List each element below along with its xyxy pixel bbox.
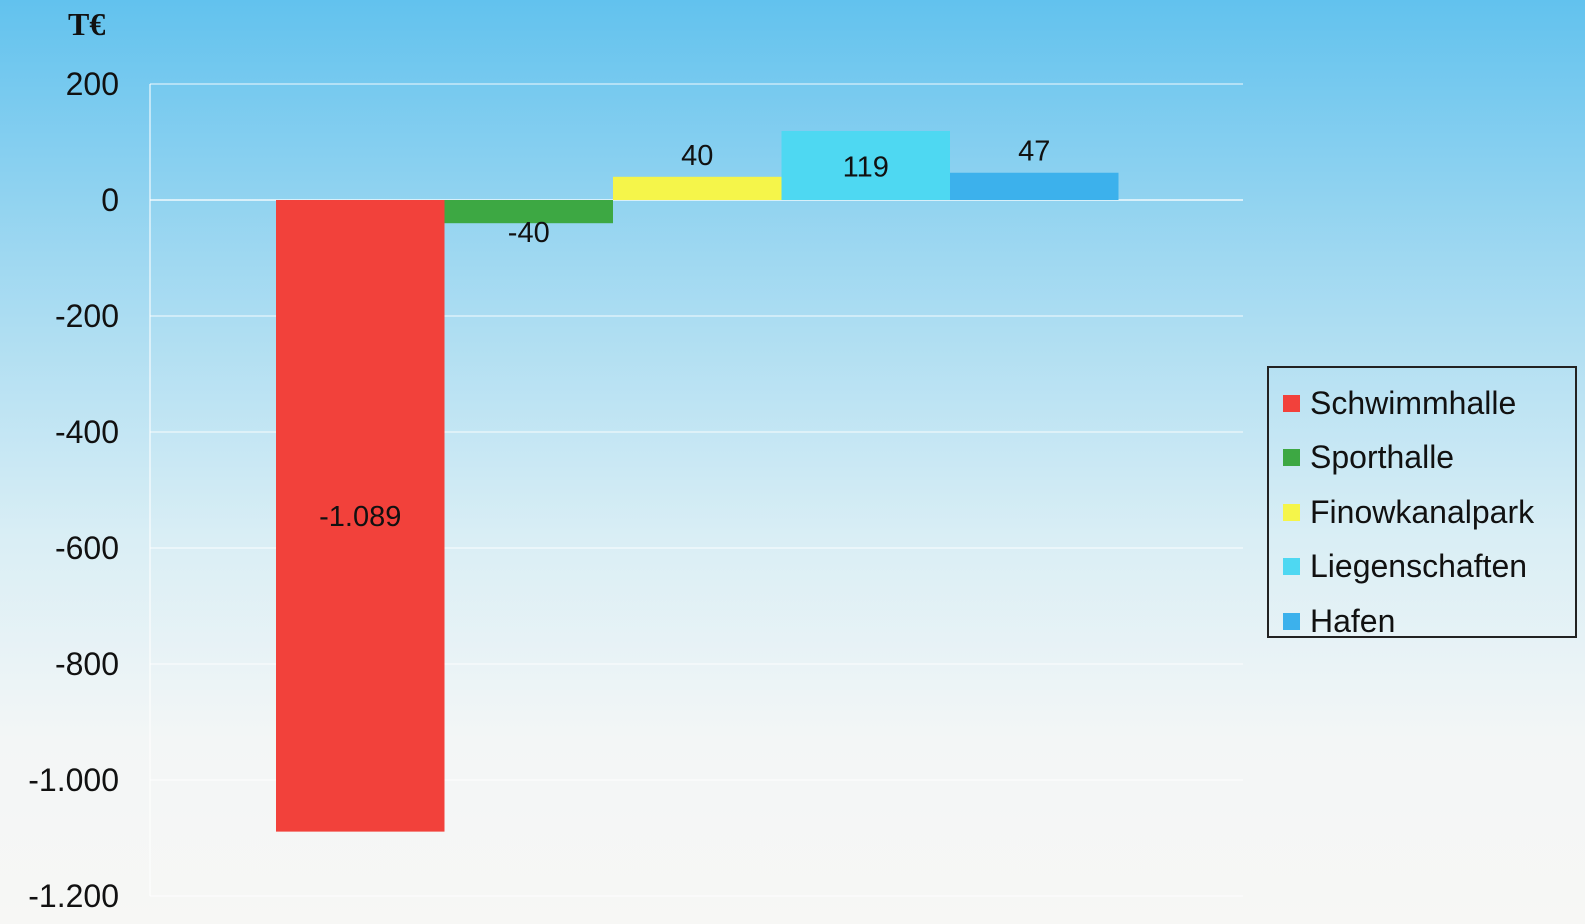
y-tick-label: -800 (55, 646, 119, 682)
legend-label: Hafen (1310, 602, 1396, 639)
bar-schwimmhalle (276, 200, 445, 832)
legend-item-schwimmhalle: Schwimmhalle (1283, 376, 1575, 431)
bar-finowkanalpark (613, 176, 782, 200)
bar-liegenschaften (781, 130, 950, 200)
y-tick-label: -200 (55, 298, 119, 334)
legend-items: Schwimmhalle Sporthalle Finowkanalpark Lieg… (1283, 376, 1575, 649)
data-label-liegenschaften: 119 (843, 151, 889, 183)
legend-item-finowkanalpark: Finowkanalpark (1283, 485, 1575, 540)
y-axis-ticks: 200 0 -200 -400 -600 -800 -1.000 -1.200 (28, 66, 119, 914)
legend: Schwimmhalle Sporthalle Finowkanalpark Lieg… (1267, 366, 1577, 639)
data-label-schwimmhalle: -1.089 (319, 501, 401, 533)
bar-hafen (950, 172, 1119, 200)
legend-label: Finowkanalpark (1310, 493, 1535, 530)
data-label-hafen: 47 (1018, 136, 1050, 168)
legend-label: Sporthalle (1310, 439, 1455, 476)
data-label-finowkanalpark: 40 (681, 140, 713, 172)
legend-swatch (1283, 503, 1300, 521)
bars (276, 130, 1119, 832)
y-tick-label: -1.200 (28, 878, 119, 914)
legend-label: Liegenschaften (1310, 548, 1528, 585)
legend-item-liegenschaften: Liegenschaften (1283, 540, 1575, 595)
legend-swatch (1283, 449, 1300, 467)
legend-swatch (1283, 612, 1300, 630)
y-tick-label: -1.000 (28, 762, 119, 798)
bar-sporthalle (444, 200, 613, 224)
legend-item-hafen: Hafen (1283, 594, 1575, 649)
data-labels: -1.089 -40 40 119 47 (319, 136, 1050, 533)
y-tick-label: 200 (66, 66, 119, 102)
y-axis-unit-label: T€ (68, 6, 106, 42)
data-label-sporthalle: -40 (508, 217, 550, 249)
legend-swatch (1283, 394, 1300, 412)
y-tick-label: -400 (55, 414, 119, 450)
legend-swatch (1283, 558, 1300, 576)
y-tick-label: 0 (101, 182, 119, 218)
legend-label: Schwimmhalle (1310, 384, 1517, 421)
legend-item-sporthalle: Sporthalle (1283, 431, 1575, 486)
y-tick-label: -600 (55, 530, 119, 566)
